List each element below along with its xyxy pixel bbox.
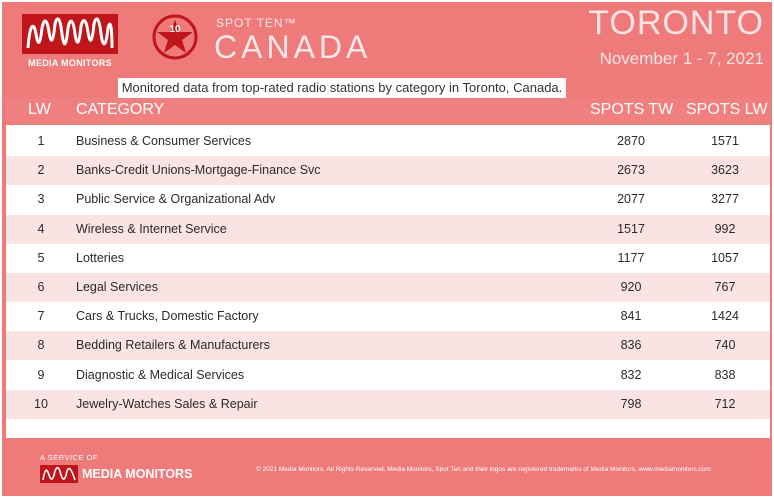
cell-spots-tw: 2077: [617, 192, 645, 207]
cell-category: Cars & Trucks, Domestic Factory: [76, 309, 259, 324]
header-category: CATEGORY: [76, 101, 165, 118]
cell-lw: 3: [37, 192, 45, 207]
copyright-notice: © 2021 Media Monitors. All Rights Reserv…: [256, 466, 711, 473]
cell-spots-lw: 1057: [711, 250, 739, 265]
cell-category: Legal Services: [76, 280, 158, 294]
cell-spots-lw: 712: [714, 396, 736, 411]
media-monitors-label: MEDIA MONITORS: [28, 58, 112, 68]
cell-lw: 2: [37, 163, 45, 178]
cell-category: Jewelry-Watches Sales & Repair: [76, 396, 258, 411]
media-monitors-wave-icon: [22, 14, 118, 54]
cell-lw: 7: [37, 309, 45, 324]
table-row: 6 Legal Services 920 767: [6, 273, 770, 302]
cell-category: Business & Consumer Services: [76, 134, 252, 148]
cell-category: Diagnostic & Medical Services: [76, 367, 245, 382]
cell-lw: 4: [37, 221, 45, 236]
cell-spots-lw: 767: [714, 280, 736, 294]
header-lw: LW: [28, 101, 51, 118]
spot-ten-label: SPOT TEN™: [216, 16, 297, 30]
cell-lw: 5: [37, 250, 45, 265]
table-row: 8 Bedding Retailers & Manufacturers 836 740: [6, 331, 770, 361]
cell-category: Wireless & Internet Service: [76, 221, 227, 236]
spot-ten-star-badge-icon: [152, 14, 198, 60]
footer-brand: MEDIA MONITORS: [82, 467, 193, 481]
footer-logo: MEDIA MONITORS: [40, 465, 210, 485]
cell-spots-lw: 1424: [711, 309, 739, 324]
subtitle: Monitored data from top-rated radio stat…: [118, 78, 566, 98]
cell-spots-tw: 1177: [617, 250, 645, 265]
rankings-table: LW CATEGORY SPOTS TW SPOTS LW 1 Business …: [6, 98, 770, 438]
badge-number: 10: [169, 24, 181, 35]
cell-lw: 1: [37, 134, 45, 148]
media-monitors-wave-icon: [40, 465, 78, 483]
cell-spots-tw: 2870: [617, 134, 645, 148]
table-row: 10 Jewelry-Watches Sales & Repair 798 712: [6, 389, 770, 419]
table-header: LW CATEGORY SPOTS TW SPOTS LW: [6, 98, 770, 125]
cell-lw: 9: [37, 367, 45, 382]
table-row: 9 Diagnostic & Medical Services 832 838: [6, 360, 770, 390]
header-spots-lw: SPOTS LW: [686, 101, 768, 118]
cell-spots-tw: 920: [620, 280, 642, 294]
table-row: 4 Wireless & Internet Service 1517 992: [6, 214, 770, 244]
cell-lw: 6: [37, 280, 45, 294]
cell-spots-tw: 841: [620, 309, 642, 324]
table-row: 7 Cars & Trucks, Domestic Factory 841 1424: [6, 302, 770, 332]
cell-category: Bedding Retailers & Manufacturers: [76, 338, 270, 353]
cell-spots-lw: 3623: [711, 163, 739, 178]
cell-lw: 10: [34, 396, 48, 411]
table-row: 3 Public Service & Organizational Adv 2077…: [6, 185, 770, 215]
table-row: 2 Banks-Credit Unions-Mortgage-Finance Sv…: [6, 156, 770, 186]
table-row: 1 Business & Consumer Services 2870 1571: [6, 127, 770, 156]
header-spots-tw: SPOTS TW: [590, 101, 674, 118]
header: MEDIA MONITORS 10 SPOT TEN™ CANADA TORON…: [2, 2, 772, 77]
cell-spots-tw: 798: [620, 396, 642, 411]
cell-lw: 8: [37, 338, 45, 353]
cell-spots-lw: 1571: [711, 134, 739, 148]
media-monitors-logo: MEDIA MONITORS: [22, 14, 118, 68]
cell-category: Public Service & Organizational Adv: [76, 192, 276, 207]
country-title: CANADA: [214, 29, 372, 65]
cell-spots-lw: 838: [714, 367, 736, 382]
cell-spots-tw: 836: [620, 338, 642, 353]
cell-spots-tw: 2673: [617, 163, 645, 178]
cell-spots-tw: 832: [620, 367, 642, 382]
cell-category: Banks-Credit Unions-Mortgage-Finance Svc: [76, 163, 321, 178]
cell-category: Lotteries: [76, 250, 124, 265]
cell-spots-lw: 992: [714, 221, 736, 236]
city-title: TORONTO: [588, 4, 764, 42]
cell-spots-tw: 1517: [617, 221, 645, 236]
service-of-label: A SERVICE OF: [40, 453, 98, 462]
date-range: November 1 - 7, 2021: [599, 49, 764, 68]
table-row: 5 Lotteries 1177 1057: [6, 243, 770, 273]
cell-spots-lw: 740: [714, 338, 736, 353]
cell-spots-lw: 3277: [711, 192, 739, 207]
